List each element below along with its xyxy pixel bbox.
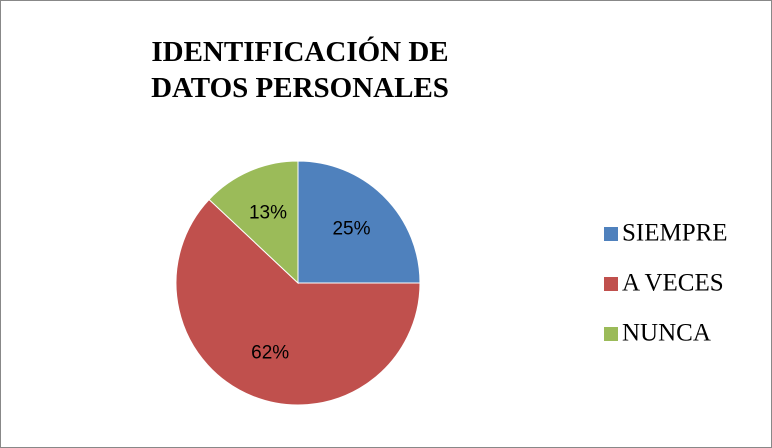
- legend-label: SIEMPRE: [622, 220, 728, 247]
- pie-slice: [208, 160, 299, 285]
- legend-label: NUNCA: [622, 320, 711, 347]
- chart-title: IDENTIFICACIÓN DE DATOS PERSONALES: [151, 36, 449, 104]
- legend-label: A VECES: [622, 270, 724, 297]
- legend-swatch: [604, 277, 618, 291]
- data-label: 13%: [249, 203, 287, 224]
- data-label: 62%: [251, 342, 289, 363]
- legend-swatch: [604, 227, 618, 241]
- data-label: 25%: [332, 219, 370, 240]
- pie-slice: [175, 198, 421, 406]
- pie-slice: [297, 160, 421, 284]
- legend-swatch: [604, 327, 618, 341]
